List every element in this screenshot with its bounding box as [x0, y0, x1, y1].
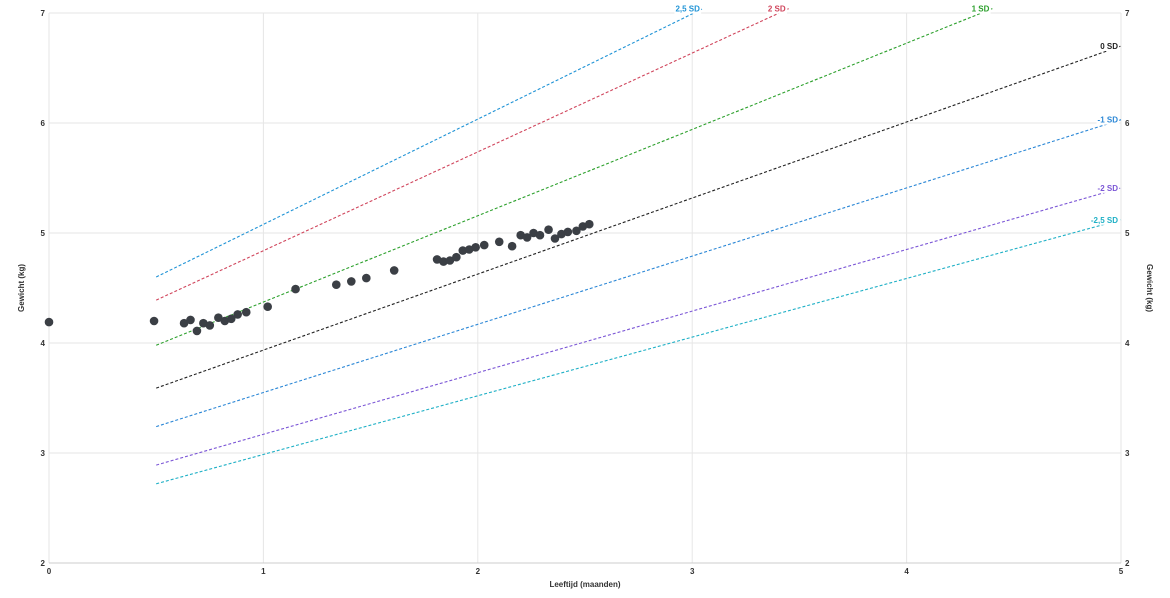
data-point[interactable] [522, 233, 532, 242]
data-point[interactable] [584, 219, 594, 229]
data-point[interactable] [458, 246, 468, 255]
sd-label-background [970, 4, 991, 14]
data-point[interactable] [291, 284, 300, 294]
data-point[interactable] [563, 227, 573, 237]
data-point[interactable] [362, 273, 371, 283]
data-point[interactable] [452, 252, 461, 262]
x-tick-label: 4 [904, 567, 909, 576]
sd-line [156, 45, 1122, 389]
data-point[interactable] [471, 243, 480, 252]
data-point[interactable] [149, 316, 159, 326]
data-point[interactable] [226, 314, 236, 324]
y-tick-label-left: 6 [41, 119, 46, 128]
sd-label-background [1096, 115, 1120, 125]
y-tick-label-left: 5 [41, 229, 46, 238]
sd-label-background [1089, 215, 1120, 225]
data-point[interactable] [572, 226, 581, 236]
sd-line-label: 2 SD [768, 5, 786, 14]
sd-line [156, 219, 1122, 485]
data-point[interactable] [192, 326, 202, 336]
data-point[interactable] [544, 225, 553, 234]
y-tick-label-right: 6 [1125, 119, 1130, 128]
data-point[interactable] [479, 240, 489, 250]
x-tick-label: 1 [261, 567, 266, 576]
x-tick-label: 0 [47, 567, 52, 576]
data-point[interactable] [241, 307, 251, 317]
sd-line-label: -2 SD [1098, 184, 1119, 193]
sd-line [156, 119, 1122, 428]
sd-line-label: 2,5 SD [675, 5, 700, 14]
y-tick-labels-left: 2 3 4 5 6 7 [41, 9, 46, 568]
data-point[interactable] [205, 321, 215, 330]
y-tick-label-left: 3 [41, 449, 46, 458]
data-point[interactable] [535, 230, 545, 240]
data-point[interactable] [186, 315, 195, 325]
y-tick-label-right: 5 [1125, 229, 1130, 238]
data-point[interactable] [214, 313, 223, 323]
sd-label-background [1096, 183, 1120, 193]
y-tick-label-right: 4 [1125, 339, 1130, 348]
sd-line-label: -1 SD [1098, 116, 1119, 125]
data-point[interactable] [44, 317, 54, 327]
x-tick-labels: 0 1 2 3 4 5 [47, 567, 1124, 576]
sd-line [155, 8, 993, 346]
x-tick-label: 2 [476, 567, 481, 576]
y-tick-label-right: 7 [1125, 9, 1130, 18]
y-tick-label-left: 7 [41, 9, 46, 18]
x-tick-label: 3 [690, 567, 695, 576]
sd-label-background [1099, 42, 1120, 51]
y-axis-label-left: Gewicht (kg) [17, 264, 26, 312]
data-point[interactable] [233, 310, 242, 319]
y-axis-label-right: Gewicht (kg) [1145, 264, 1154, 312]
data-point[interactable] [550, 234, 560, 243]
x-axis-label: Leeftijd (maanden) [549, 580, 620, 589]
sd-line [155, 8, 789, 301]
sd-line-label: 0 SD [1100, 42, 1118, 51]
x-tick-label: 5 [1119, 567, 1124, 576]
sd-reference-lines: 2,5 SD 2 SD 1 SD 0 SD -1 SD -2 SD -2,5 SD [155, 4, 1122, 485]
y-tick-label-right: 3 [1125, 449, 1130, 458]
data-point[interactable] [439, 257, 448, 266]
sd-line [156, 187, 1122, 466]
y-tick-label-right: 2 [1125, 559, 1130, 568]
data-point[interactable] [389, 266, 399, 275]
sd-line [155, 8, 704, 278]
data-point[interactable] [445, 256, 455, 265]
sd-label-background [766, 4, 787, 14]
data-point[interactable] [331, 280, 341, 290]
data-point[interactable] [179, 318, 189, 328]
y-tick-labels-right: 2 3 4 5 6 7 [1125, 9, 1130, 568]
data-point[interactable] [494, 237, 504, 247]
sd-line-label: 1 SD [972, 5, 990, 14]
data-point[interactable] [347, 277, 356, 286]
y-tick-label-left: 4 [41, 339, 46, 348]
data-points [44, 219, 594, 336]
y-tick-label-left: 2 [41, 559, 46, 568]
data-point[interactable] [263, 302, 272, 312]
sd-line-label: -2,5 SD [1091, 216, 1118, 225]
sd-label-background [674, 4, 702, 14]
data-point[interactable] [507, 241, 517, 251]
grid [48, 12, 1122, 564]
